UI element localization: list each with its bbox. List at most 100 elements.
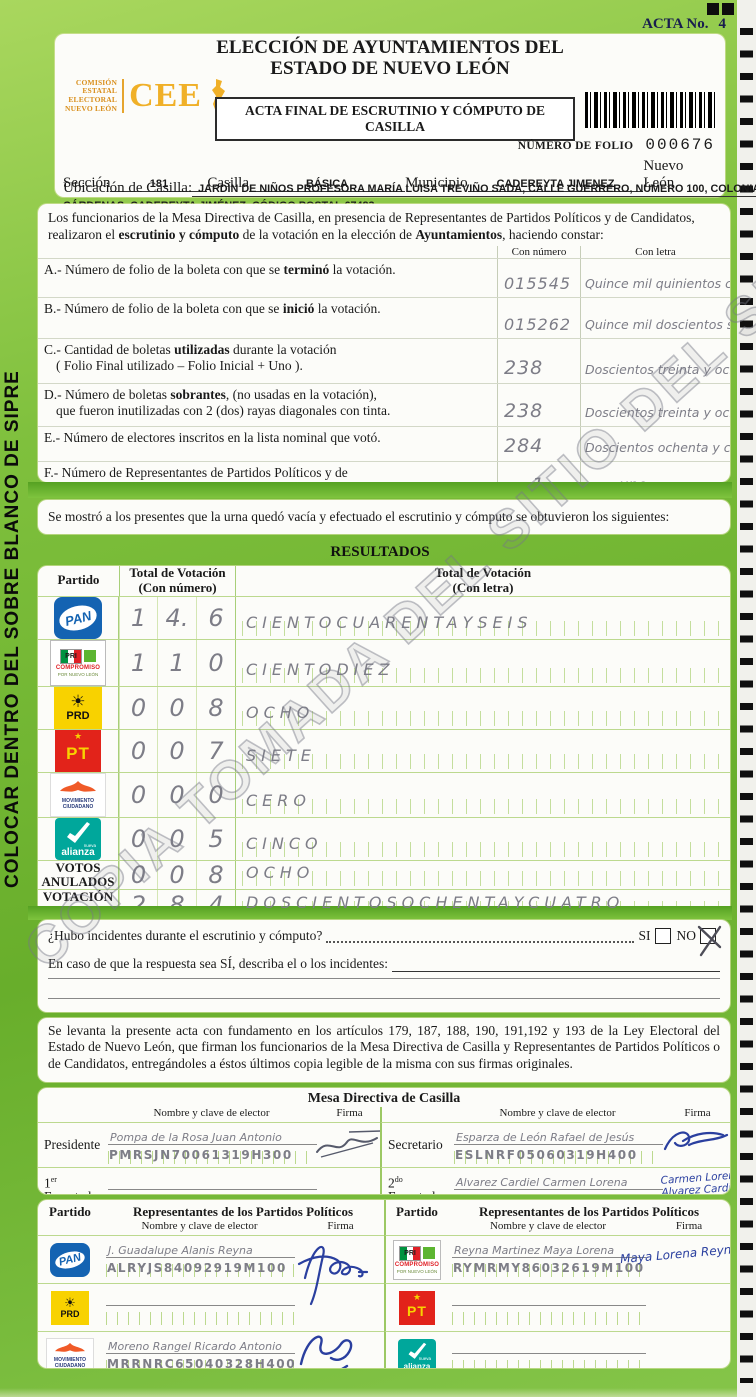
title-line2: ESTADO DE NUEVO LEÓN: [270, 58, 510, 80]
tally-row-f: F.- Número de Representantes de Partidos…: [38, 461, 730, 482]
row-f-text: F.- Número de Representantes de Partidos…: [44, 465, 348, 480]
pt-digit-2: 0: [169, 736, 185, 765]
acta-number: ACTA No. 4: [642, 16, 726, 33]
esc1-n: 1: [44, 1175, 51, 1191]
pan-logo-text: PAN: [56, 601, 100, 635]
tally-row-c: C.- Cantidad de boletas utilizadas duran…: [38, 338, 730, 383]
tally-header-row: Con número Con letra: [38, 246, 730, 258]
rep-col-firma-left: Firma: [327, 1220, 354, 1232]
tally-row-b: B.- Número de folio de la boleta con que…: [38, 297, 730, 338]
pri-logo-small: PRI COMPROMISO POR NUEVO LEÓN: [384, 1235, 448, 1283]
signature-scribble-presidente: [316, 1130, 382, 1158]
pt-digit-3: 7: [208, 736, 224, 765]
intro-p1: Los funcionarios de la Mesa Directiva de…: [48, 210, 695, 242]
pan-logo-small: PAN: [38, 1235, 102, 1283]
row-f-number-handwritten: 1: [532, 474, 545, 482]
va-l1: VOTOS: [55, 859, 101, 875]
mesa-grid: Nombre y clave de elector Firma Nombre y…: [38, 1107, 730, 1194]
sidebar-instruction-text: COLOCAR DENTRO DEL SOBRE BLANCO DE SIPRE: [2, 370, 23, 888]
col-total-letra: Total de Votación (Con letra): [235, 566, 730, 596]
result-row-mc: MOVIMIENTO CIUDADANO 0 0 0 CERO: [38, 771, 730, 817]
mesa-col-firma-left: Firma: [336, 1107, 363, 1119]
cee-org-line1: COMISIÓN: [75, 77, 118, 87]
cee-logo: COMISIÓN ESTATAL ELECTORAL NUEVO LEÓN CE…: [65, 78, 229, 114]
row-e-text: E.- Número de electores inscritos en la …: [44, 430, 381, 445]
letter-comb: [242, 710, 724, 726]
row-c-post: durante la votación: [229, 342, 337, 357]
votos-anulados-label: VOTOS ANULADOS: [38, 859, 119, 890]
letter-comb: [242, 620, 724, 636]
row-a-post: la votación.: [329, 262, 396, 277]
row-b-number-handwritten: 015262: [504, 315, 572, 334]
municipio-value: CADEREYTA JIMENEZ: [467, 178, 644, 192]
tally-row-a: A.- Número de folio de la boleta con que…: [38, 258, 730, 297]
mesa-directiva-panel: Mesa Directiva de Casilla Nombre y clave…: [38, 1088, 730, 1194]
presidente-clave-handwritten: PMRSJN70061319H300: [109, 1148, 293, 1162]
letter-comb: [242, 667, 724, 683]
row-d-post: , (no usadas en la votación),: [225, 387, 377, 402]
pt-logo: ★ PT: [38, 729, 119, 772]
rep-pan-name-clave: J. Guadalupe Alanis Reyna ALRYJS84092919…: [102, 1235, 297, 1283]
title-line1: ELECCIÓN DE AYUNTAMIENTOS DEL: [216, 37, 564, 58]
resultados-table: Partido Total de Votación (Con número) To…: [38, 566, 730, 914]
mesa-title: Mesa Directiva de Casilla: [307, 1091, 461, 1106]
no-label: NO: [676, 928, 697, 943]
legal-text: Se levanta la presente acta con fundamen…: [48, 1023, 720, 1071]
rep-title-left: Representantes de los Partidos Políticos: [132, 1204, 354, 1219]
rep-mc-firma: [297, 1331, 384, 1368]
blank-line-1: [48, 978, 720, 979]
pan-digit-2: 4.: [165, 603, 189, 632]
tally-row-e: E.- Número de electores inscritos en la …: [38, 426, 730, 461]
pri-digit-3: 0: [208, 648, 224, 677]
row-a-number-handwritten: 015545: [504, 274, 572, 293]
rep-mc-nombre-handwritten: Moreno Rangel Ricardo Antonio: [108, 1340, 282, 1353]
col-letra-l2: (Con letra): [452, 579, 514, 595]
mc-digit-2: 0: [169, 780, 185, 809]
letter-comb: [242, 841, 724, 857]
esc1-sup: er: [50, 1174, 57, 1184]
va-digit-2: 0: [169, 861, 185, 890]
seccion-value: 181: [110, 178, 208, 192]
alianza-check-icon: [67, 821, 90, 843]
row-a-words-handwritten: Quince mil quinientos cuarenta y cinco: [585, 276, 730, 291]
escrutador2-name-clave: Alvarez Cardiel Carmen Lorena ALCRCR6006…: [450, 1167, 665, 1194]
seccion-label: Sección: [63, 175, 111, 191]
rep-pt-firma-empty: [648, 1283, 730, 1331]
x-mark-icon: [697, 925, 722, 957]
signature-scribble-mc-rep: [299, 1335, 353, 1368]
alianza-digit-3: 5: [208, 824, 224, 853]
folio-label: NÚMERO DE FOLIO: [517, 140, 634, 152]
prd-logo-small: ☀ PRD: [38, 1283, 102, 1331]
result-row-pan: PAN 1 4. 6 CIENTOCUARENTAYSEIS: [38, 595, 730, 639]
rep-pri-name-clave: Reyna Martinez Maya Lorena RYMRMY8603261…: [448, 1235, 648, 1283]
rep-col-partido-right: Partido: [384, 1200, 448, 1220]
row-d-bold: sobrantes: [170, 387, 226, 402]
ubicacion-value-line1: JARDÍN DE NIÑOS PROFESORA MARÍA LUISA TR…: [192, 183, 756, 197]
row-d-text: D.- Número de boletas: [44, 387, 171, 402]
incidentes-followup-row: En caso de que la respuesta sea SÍ, desc…: [48, 956, 720, 972]
escrutador2-firma-text: Carmen Lorena Alvarez Cardiel: [660, 1169, 730, 1194]
intro-paragraph: Los funcionarios de la Mesa Directiva de…: [38, 204, 730, 246]
green-band-1: [28, 482, 732, 498]
pan-logo-text-small: PAN: [53, 1248, 87, 1271]
esc2-sup: do: [394, 1174, 403, 1184]
rep-col-partido-left: Partido: [49, 1204, 91, 1219]
seccion-row: Sección 181 Casilla BÁSICA Municipio CAD…: [63, 158, 717, 192]
row-a-text: A.- Número de folio de la boleta con que…: [44, 262, 284, 277]
row-d-words-handwritten: Doscientos treinta y ocho: [585, 405, 730, 420]
pri-digit-2: 1: [169, 648, 185, 677]
secretario-nombre-handwritten: Esparza de León Rafael de Jesús: [456, 1131, 635, 1144]
prd-sun-icon: ☀: [70, 692, 86, 712]
alianza-check-icon-small: [408, 1342, 427, 1359]
escrutador2-clave-handwritten: ALCRCR60062428M700: [455, 1193, 641, 1194]
col-num-l1: Total de Votación: [129, 566, 226, 580]
tally-col-numero: Con número: [497, 246, 580, 258]
va-words-handwritten: OCHO: [246, 863, 315, 883]
timing-mark-strip: [737, 0, 756, 1397]
letter-comb: [242, 798, 724, 814]
alianza-digit-2: 0: [169, 824, 185, 853]
pri-compromiso-logo: PRI COMPROMISO POR NUEVO LEÓN: [38, 639, 119, 686]
rep-pan-clave-handwritten: ALRYJS84092919M100: [107, 1261, 287, 1275]
no-checkbox-checked: [697, 925, 722, 957]
alianza-logo-text-small: alianza: [403, 1361, 431, 1368]
